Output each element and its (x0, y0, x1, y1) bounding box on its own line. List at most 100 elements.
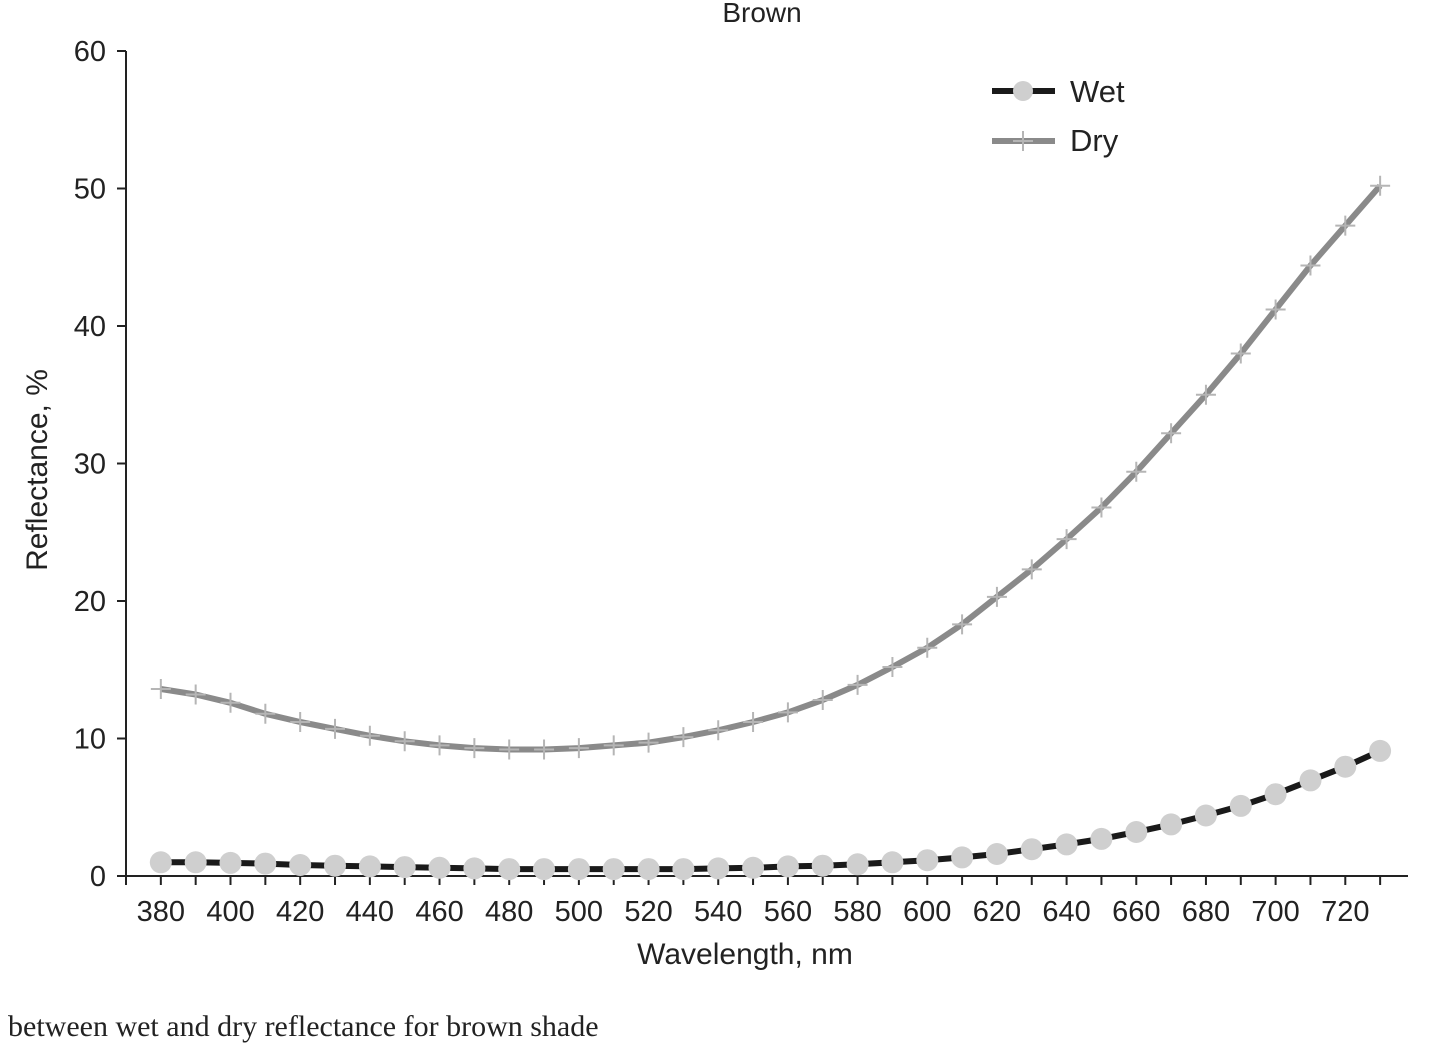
x-tick-label: 720 (1321, 896, 1369, 928)
data-point-wet (1020, 838, 1043, 861)
data-point-dry (847, 674, 868, 695)
data-point-dry (603, 735, 624, 756)
data-point-dry (1195, 384, 1216, 405)
data-point-wet (1055, 833, 1078, 856)
data-point-wet (428, 856, 451, 879)
data-point-wet (951, 846, 974, 869)
data-point-dry (185, 684, 206, 705)
data-point-wet (1299, 769, 1322, 792)
x-tick-label: 440 (346, 896, 394, 928)
y-tick-label: 30 (74, 449, 106, 481)
x-tick-label: 500 (555, 896, 603, 928)
x-axis-label: Wavelength, nm (637, 938, 853, 971)
y-tick-label: 50 (74, 174, 106, 206)
data-point-wet (707, 857, 730, 880)
x-tick-label: 420 (276, 896, 324, 928)
data-point-wet (533, 858, 555, 881)
data-point-wet (1264, 783, 1287, 806)
data-point-dry (1300, 255, 1321, 276)
data-point-wet (811, 854, 834, 877)
x-tick-label: 660 (1112, 896, 1160, 928)
data-point-dry (429, 735, 450, 756)
data-point-wet (672, 858, 695, 881)
data-point-wet (463, 857, 486, 880)
data-point-dry (917, 637, 938, 658)
data-point-dry (986, 586, 1007, 607)
data-point-dry (673, 727, 694, 748)
data-point-dry (1265, 299, 1286, 320)
data-point-dry (1335, 215, 1356, 236)
data-point-wet (219, 851, 242, 874)
data-point-dry (1126, 461, 1147, 482)
series-line-dry (160, 183, 1383, 753)
data-point-dry (1021, 559, 1042, 580)
data-point-wet (846, 853, 869, 876)
x-tick-label: 380 (137, 896, 185, 928)
x-tick-label: 540 (694, 896, 742, 928)
data-point-wet (1194, 804, 1217, 827)
data-point-dry (777, 702, 798, 723)
data-point-wet (567, 858, 590, 881)
data-point-dry (812, 690, 833, 710)
y-tick-label: 60 (74, 36, 106, 68)
data-point-wet (1369, 739, 1392, 762)
data-point-wet (1125, 821, 1148, 843)
x-tick-label: 560 (764, 896, 812, 928)
y-tick-label: 20 (74, 586, 106, 618)
data-point-dry (325, 718, 346, 739)
legend: Wet Dry (992, 74, 1125, 158)
data-point-wet (916, 849, 939, 872)
data-point-wet (1160, 813, 1183, 836)
data-point-dry (708, 720, 729, 741)
data-point-dry (534, 739, 555, 760)
y-axis-label: Reflectance, % (21, 369, 54, 571)
legend-wet-marker (1013, 81, 1033, 101)
x-tick-label: 680 (1182, 896, 1230, 928)
data-point-wet (1090, 827, 1113, 850)
legend-wet-label: Wet (1070, 74, 1125, 109)
data-point-dry (290, 712, 311, 732)
legend-dry-marker (1013, 131, 1033, 151)
data-point-dry (1370, 175, 1391, 196)
x-tick-label: 700 (1251, 896, 1299, 928)
legend-item-wet: Wet (992, 74, 1125, 109)
data-point-wet (254, 852, 277, 875)
legend-dry-label: Dry (1070, 123, 1119, 158)
y-tick-label: 10 (74, 724, 106, 756)
data-point-wet (393, 856, 416, 879)
data-point-dry (359, 725, 380, 746)
x-tick-label: 620 (973, 896, 1021, 928)
x-tick-label: 480 (485, 896, 533, 928)
x-tick-label: 600 (903, 896, 951, 928)
data-point-dry (743, 712, 764, 732)
data-point-dry (255, 703, 276, 724)
data-point-dry (464, 738, 485, 759)
series-layer (149, 175, 1392, 881)
data-point-dry (882, 657, 903, 677)
data-point-wet (184, 851, 207, 874)
data-point-wet (742, 856, 765, 879)
data-point-wet (985, 843, 1008, 865)
data-point-wet (881, 851, 904, 874)
legend-item-dry: Dry (992, 123, 1119, 158)
x-tick-label: 580 (833, 896, 881, 928)
data-point-dry (394, 731, 415, 752)
data-point-dry (568, 738, 589, 759)
x-tick-label: 640 (1042, 896, 1090, 928)
data-point-dry (150, 679, 171, 699)
figure-caption: between wet and dry reflectance for brow… (8, 1010, 599, 1043)
data-point-dry (220, 692, 241, 713)
data-point-wet (498, 858, 521, 881)
data-point-wet (1229, 794, 1252, 817)
data-point-dry (1091, 497, 1112, 518)
x-tick-label: 520 (624, 896, 672, 928)
x-tick-label: 460 (415, 896, 463, 928)
y-tick-label: 0 (90, 861, 106, 893)
data-point-wet (324, 854, 346, 877)
data-point-dry (638, 732, 659, 753)
data-point-dry (499, 739, 520, 760)
data-point-dry (1230, 343, 1251, 364)
data-point-wet (149, 851, 172, 874)
data-point-wet (637, 858, 660, 881)
chart-title: Brown (722, 0, 801, 28)
